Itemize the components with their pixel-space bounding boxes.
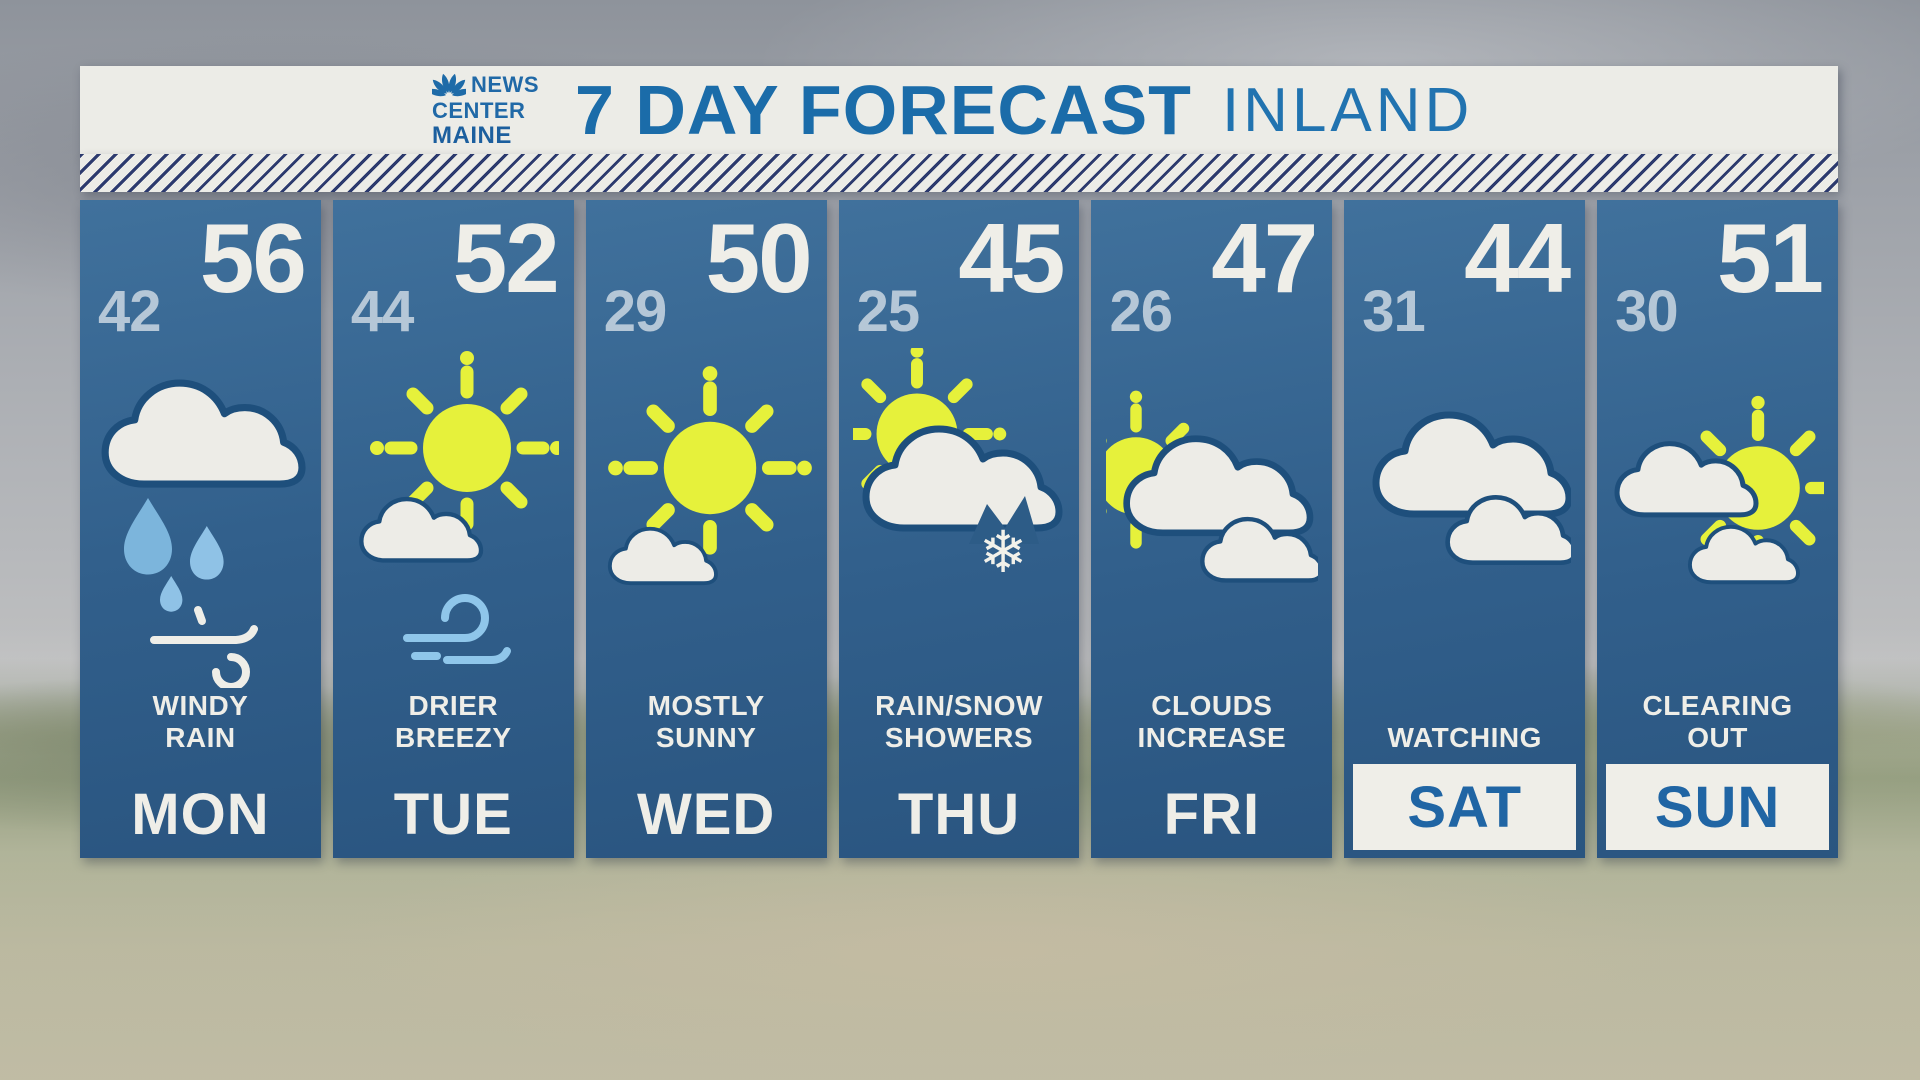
high-temp: 51 (1717, 203, 1824, 313)
cloud-with-sun-icon (1612, 348, 1824, 585)
forecast-column-fri: 26 47 CLOUDS INCREASE FRI (1091, 200, 1333, 858)
condition-text: WATCHING (1387, 721, 1542, 753)
forecast-column-sat: 31 44 WATCHING SAT (1344, 200, 1586, 858)
high-temp: 47 (1211, 203, 1318, 313)
condition-text: CLEARING OUT (1642, 689, 1793, 753)
station-line-center: CENTER (432, 98, 526, 123)
cloud-rain-wind-icon (94, 348, 306, 688)
day-label: FRI (1163, 782, 1261, 847)
low-temp: 29 (603, 279, 668, 344)
condition-text: DRIER BREEZY (395, 689, 512, 753)
header-bar: NEWS CENTER MAINE 7 DAY FORECAST INLAND (80, 66, 1838, 154)
forecast-column-mon: 42 56 WINDY RAIN MON (80, 200, 321, 858)
nbc-peacock-icon (432, 73, 466, 97)
condition-text: MOSTLY SUNNY (647, 689, 765, 753)
station-logo: NEWS CENTER MAINE (432, 72, 539, 148)
day-label: THU (897, 782, 1021, 847)
condition-text: RAIN/SNOW SHOWERS (875, 689, 1043, 753)
forecast-columns: 42 56 WINDY RAIN MON 44 52 (80, 200, 1838, 858)
region-label: INLAND (1221, 75, 1474, 145)
sun-with-cloud-icon (600, 348, 812, 586)
snowflake-glyph: ❄ (979, 518, 1028, 586)
clouds-sun-peek-icon (1106, 348, 1318, 688)
day-label: MON (131, 782, 270, 847)
cloud-sun-snowflake-icon: ❄ (853, 348, 1065, 586)
low-temp: 30 (1615, 279, 1679, 344)
forecast-column-wed: 29 50 MOSTLY SUNNY WED (585, 200, 827, 858)
high-temp: 56 (199, 203, 307, 313)
condition-text: WINDY RAIN (152, 689, 249, 753)
day-label: TUE (393, 782, 513, 847)
high-temp: 52 (452, 203, 560, 313)
forecast-column-thu: 25 45 ❄ RAIN/SNOW SHOWERS THU (839, 200, 1080, 858)
high-temp: 44 (1464, 203, 1571, 313)
hatch-divider (80, 154, 1838, 192)
day-label: SAT (1407, 774, 1523, 840)
day-highlight-box: SUN (1606, 764, 1830, 850)
low-temp: 31 (1362, 279, 1426, 344)
clouds-icon (1359, 348, 1571, 688)
station-line-news: NEWS (471, 72, 539, 97)
high-temp: 50 (705, 203, 813, 313)
condition-text: CLOUDS INCREASE (1137, 689, 1287, 753)
low-temp: 44 (350, 279, 415, 344)
forecast-column-tue: 44 52 DRIER BREEZY TUE (332, 200, 574, 858)
day-label: WED (636, 782, 776, 847)
sun-cloud-wind-icon (347, 348, 559, 688)
forecast-column-sun: 30 51 CLEARING OUT SUN (1597, 200, 1838, 858)
day-label: SUN (1654, 774, 1781, 840)
low-temp: 42 (98, 279, 162, 344)
station-line-maine: MAINE (432, 122, 512, 149)
high-temp: 45 (958, 203, 1065, 313)
low-temp: 26 (1109, 279, 1173, 344)
page-title: 7 DAY FORECAST (575, 71, 1192, 149)
low-temp: 25 (856, 279, 921, 344)
day-highlight-box: SAT (1353, 764, 1577, 850)
